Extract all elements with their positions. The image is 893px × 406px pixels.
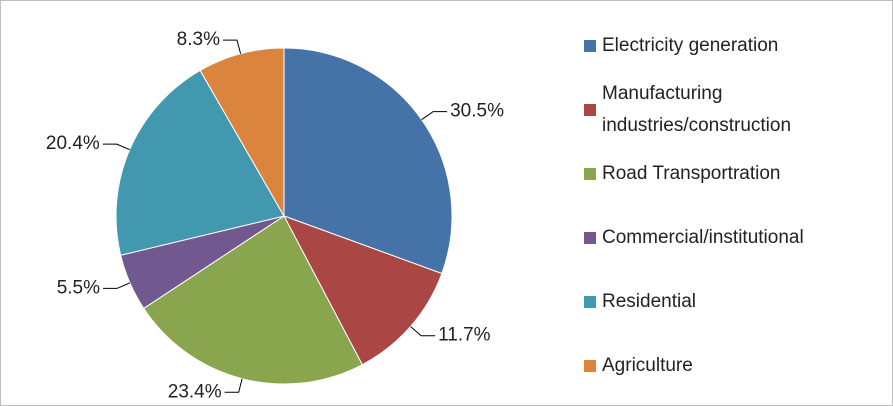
pie-slice xyxy=(142,215,363,385)
leader-line xyxy=(224,378,243,393)
legend-entry: Residential xyxy=(584,270,884,334)
legend-swatch xyxy=(584,360,596,372)
legend-label: Agriculture xyxy=(602,355,693,376)
data-label: 5.5% xyxy=(57,277,100,298)
legend-swatch xyxy=(584,104,596,116)
legend-label: Road Transportration xyxy=(602,163,781,184)
legend-entry: Agriculture xyxy=(584,334,884,398)
leader-line xyxy=(103,282,131,289)
legend-swatch xyxy=(584,40,596,52)
legend-swatch xyxy=(584,296,596,308)
data-label: 20.4% xyxy=(46,133,100,154)
legend-entry: Manufacturing industries/construction xyxy=(584,78,884,142)
data-label: 8.3% xyxy=(177,29,220,50)
pie-slice xyxy=(283,47,453,275)
leader-line xyxy=(102,143,130,151)
legend-label: Residential xyxy=(602,291,696,312)
legend-label: Commercial/institutional xyxy=(602,227,804,248)
legend-swatch xyxy=(584,168,596,180)
data-label: 30.5% xyxy=(450,101,504,122)
leader-line xyxy=(421,111,448,121)
leader-line xyxy=(222,39,242,54)
data-label: 11.7% xyxy=(438,325,491,346)
legend-entry: Commercial/institutional xyxy=(584,206,884,270)
pie-slice xyxy=(199,47,285,218)
legend: Electricity generation Manufacturing indu… xyxy=(584,14,884,398)
legend-swatch xyxy=(584,232,596,244)
legend-entry: Road Transportration xyxy=(584,142,884,206)
legend-label: Electricity generation xyxy=(602,35,779,56)
legend-entry: Electricity generation xyxy=(584,14,884,78)
data-label: 23.4% xyxy=(168,381,222,402)
leader-line xyxy=(410,326,436,337)
legend-label: Manufacturing industries/construction xyxy=(602,83,792,136)
